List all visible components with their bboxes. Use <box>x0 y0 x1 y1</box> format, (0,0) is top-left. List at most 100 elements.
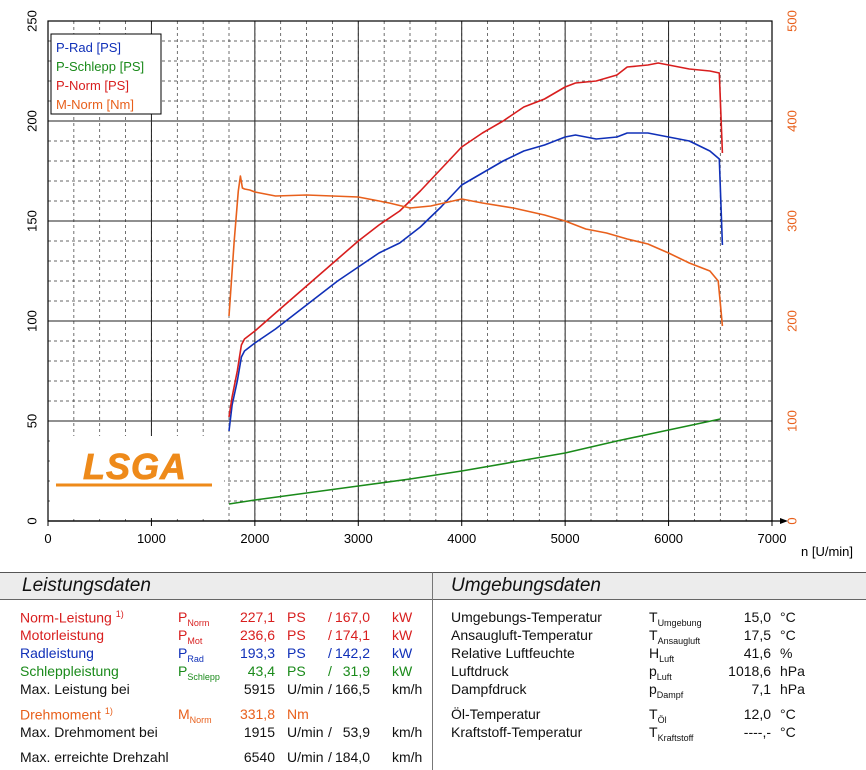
x-tick-label: 3000 <box>344 531 373 546</box>
unit-primary: PS <box>287 645 306 661</box>
umgebung-value: 41,6 <box>743 645 771 661</box>
chart-series <box>228 62 724 505</box>
umgebung-unit: °C <box>780 706 796 722</box>
unit-primary: PS <box>287 663 306 679</box>
formula-symbol: PRad <box>178 645 204 664</box>
formula-symbol: HLuft <box>649 645 675 664</box>
value-primary: 227,1 <box>239 609 275 625</box>
formula-symbol: PSchlepp <box>178 663 220 682</box>
x-tick-label: 7000 <box>758 531 787 546</box>
y-right-tick-label: 200 <box>784 310 799 332</box>
leistung-row: Schleppleistung PSchlepp 43,4 PS / 31,9 kW <box>0 663 432 682</box>
formula-symbol: TKraftstoff <box>649 724 694 743</box>
unit-secondary: kW <box>392 663 413 679</box>
formula-subscript: Öl <box>657 715 667 725</box>
separator: / <box>328 749 332 765</box>
x-tick-label: 6000 <box>654 531 683 546</box>
unit-secondary: km/h <box>392 724 423 740</box>
logo-background <box>50 436 224 518</box>
formula-subscript: Luft <box>659 654 675 664</box>
formula-subscript: Ansaugluft <box>657 636 701 646</box>
umgebung-unit: °C <box>780 609 796 625</box>
leistung-row: Max. Drehmoment bei 1915 U/min/ 53,9 km/h <box>0 724 432 742</box>
value-secondary: 167,0 <box>334 609 370 625</box>
leistung-label: Max. erreichte Drehzahl <box>20 749 169 765</box>
value-secondary: 184,0 <box>334 749 370 765</box>
footnote-marker: 1) <box>115 609 124 619</box>
umgebung-label: Kraftstoff-Temperatur <box>451 724 583 740</box>
leistung-label: Schleppleistung <box>20 663 119 679</box>
value-secondary: 166,5 <box>334 681 370 697</box>
y-right-tick-label: 100 <box>784 410 799 432</box>
leistung-row: Max. Leistung bei 5915 U/min/166,5 km/h <box>0 681 432 699</box>
value-primary: 193,3 <box>239 645 275 661</box>
unit-secondary: km/h <box>392 749 423 765</box>
legend-entry: M-Norm [Nm] <box>56 97 134 112</box>
unit-primary: U/min <box>287 724 324 740</box>
value-primary: 6540 <box>243 749 275 765</box>
chart-legend: P-Rad [PS] P-Schlepp [PS] P-Norm [PS] M-Nor… <box>50 33 162 115</box>
unit-primary: PS <box>287 609 306 625</box>
umgebung-unit: °C <box>780 627 796 643</box>
leistung-label: Max. Leistung bei <box>20 681 130 697</box>
x-tick-label: 2000 <box>240 531 269 546</box>
y-left-tick-label: 100 <box>24 310 39 332</box>
leistung-label: Max. Drehmoment bei <box>20 724 158 740</box>
formula-subscript: Kraftstoff <box>657 733 694 743</box>
unit-primary: U/min <box>287 749 324 765</box>
unit-primary: PS <box>287 627 306 643</box>
x-tick-label: 4000 <box>447 531 476 546</box>
legend-entry: P-Rad [PS] <box>56 40 121 55</box>
separator: / <box>328 681 332 697</box>
value-secondary: 142,2 <box>334 645 370 661</box>
leistung-label: Norm-Leistung 1) <box>20 609 124 626</box>
leistungsdaten-title: Leistungsdaten <box>0 573 432 600</box>
leistung-row: Norm-Leistung 1) PNorm 227,1 PS /167,0 kW <box>0 609 432 628</box>
umgebung-value: ----,- <box>743 724 771 740</box>
formula-symbol: MNorm <box>178 706 212 725</box>
y-right-tick-label: 400 <box>784 110 799 132</box>
umgebung-value: 1018,6 <box>728 663 771 679</box>
y-left-tick-label: 200 <box>24 110 39 132</box>
formula-symbol: PMot <box>178 627 203 646</box>
value-primary: 43,4 <box>247 663 275 679</box>
umgebung-unit: hPa <box>780 663 805 679</box>
umgebung-label: Umgebungs-Temperatur <box>451 609 602 625</box>
x-tick-label: 1000 <box>137 531 166 546</box>
formula-symbol: pDampf <box>649 681 684 700</box>
umgebung-unit: hPa <box>780 681 805 697</box>
series-line-p-norm <box>228 62 724 418</box>
leistung-label: Motorleistung <box>20 627 105 643</box>
umgebung-value: 7,1 <box>751 681 771 697</box>
formula-subscript: Luft <box>656 672 672 682</box>
formula-symbol: TUmgebung <box>649 609 702 628</box>
x-tick-label: 0 <box>44 531 51 546</box>
formula-subscript: Norm <box>187 618 210 628</box>
formula-subscript: Schlepp <box>187 672 220 682</box>
umgebung-row: Öl-Temperatur TÖl 12,0 °C <box>433 706 866 725</box>
unit-secondary: km/h <box>392 681 423 697</box>
value-primary: 236,6 <box>239 627 275 643</box>
leistung-label: Drehmoment 1) <box>20 706 113 723</box>
y-right-tick-label: 500 <box>784 10 799 32</box>
x-axis-label: n [U/min] <box>801 544 853 559</box>
separator: / <box>328 609 332 625</box>
umgebungsdaten-panel: Umgebungsdaten Umgebungs-Temperatur TUmge… <box>433 572 866 770</box>
formula-symbol: TÖl <box>649 706 667 725</box>
series-line-p-rad <box>228 132 724 432</box>
series-line-p-schlepp <box>228 418 721 505</box>
formula-subscript: Norm <box>189 715 212 725</box>
umgebung-row: Umgebungs-Temperatur TUmgebung 15,0 °C <box>433 609 866 628</box>
umgebungsdaten-title: Umgebungsdaten <box>433 573 866 600</box>
umgebung-value: 12,0 <box>743 706 771 722</box>
lsga-logo: LSGA <box>50 436 224 518</box>
umgebung-label: Luftdruck <box>451 663 509 679</box>
umgebung-row: Ansaugluft-Temperatur TAnsaugluft 17,5 °C <box>433 627 866 646</box>
umgebung-value: 17,5 <box>743 627 771 643</box>
y-left-tick-label: 150 <box>24 210 39 232</box>
unit-primary: Nm <box>287 706 309 722</box>
leistung-row: Drehmoment 1) MNorm 331,8 Nm <box>0 706 432 725</box>
value-secondary: 31,9 <box>342 663 370 679</box>
umgebung-row: Relative Luftfeuchte HLuft 41,6% <box>433 645 866 664</box>
formula-subscript: Rad <box>187 654 204 664</box>
